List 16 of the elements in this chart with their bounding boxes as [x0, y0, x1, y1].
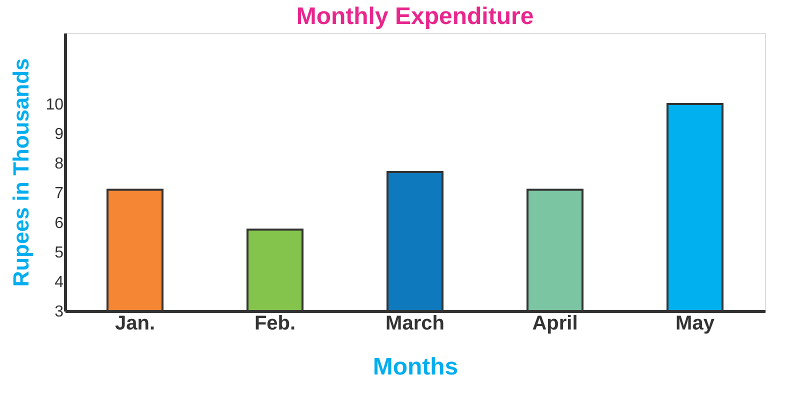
- chart-title: Monthly Expenditure: [296, 3, 534, 30]
- y-tick-label: 6: [54, 214, 64, 232]
- x-tick-label: Feb.: [254, 312, 296, 334]
- y-tick-label: 4: [54, 274, 64, 291]
- y-tick-label: 9: [54, 126, 64, 144]
- y-tick-label: 5: [54, 244, 64, 262]
- x-tick-label: March: [386, 312, 444, 334]
- x-axis-title: Months: [372, 354, 458, 380]
- y-tick-label: 10: [46, 96, 64, 114]
- y-tick-label: 7: [54, 185, 64, 202]
- y-axis-title: Rupees in Thousands: [8, 58, 34, 287]
- y-tick-label: 3: [54, 304, 64, 320]
- x-tick-label: May: [676, 312, 716, 334]
- x-tick-label: Jan.: [114, 312, 156, 334]
- y-tick-label: 8: [54, 156, 64, 173]
- x-tick-label: April: [532, 312, 578, 334]
